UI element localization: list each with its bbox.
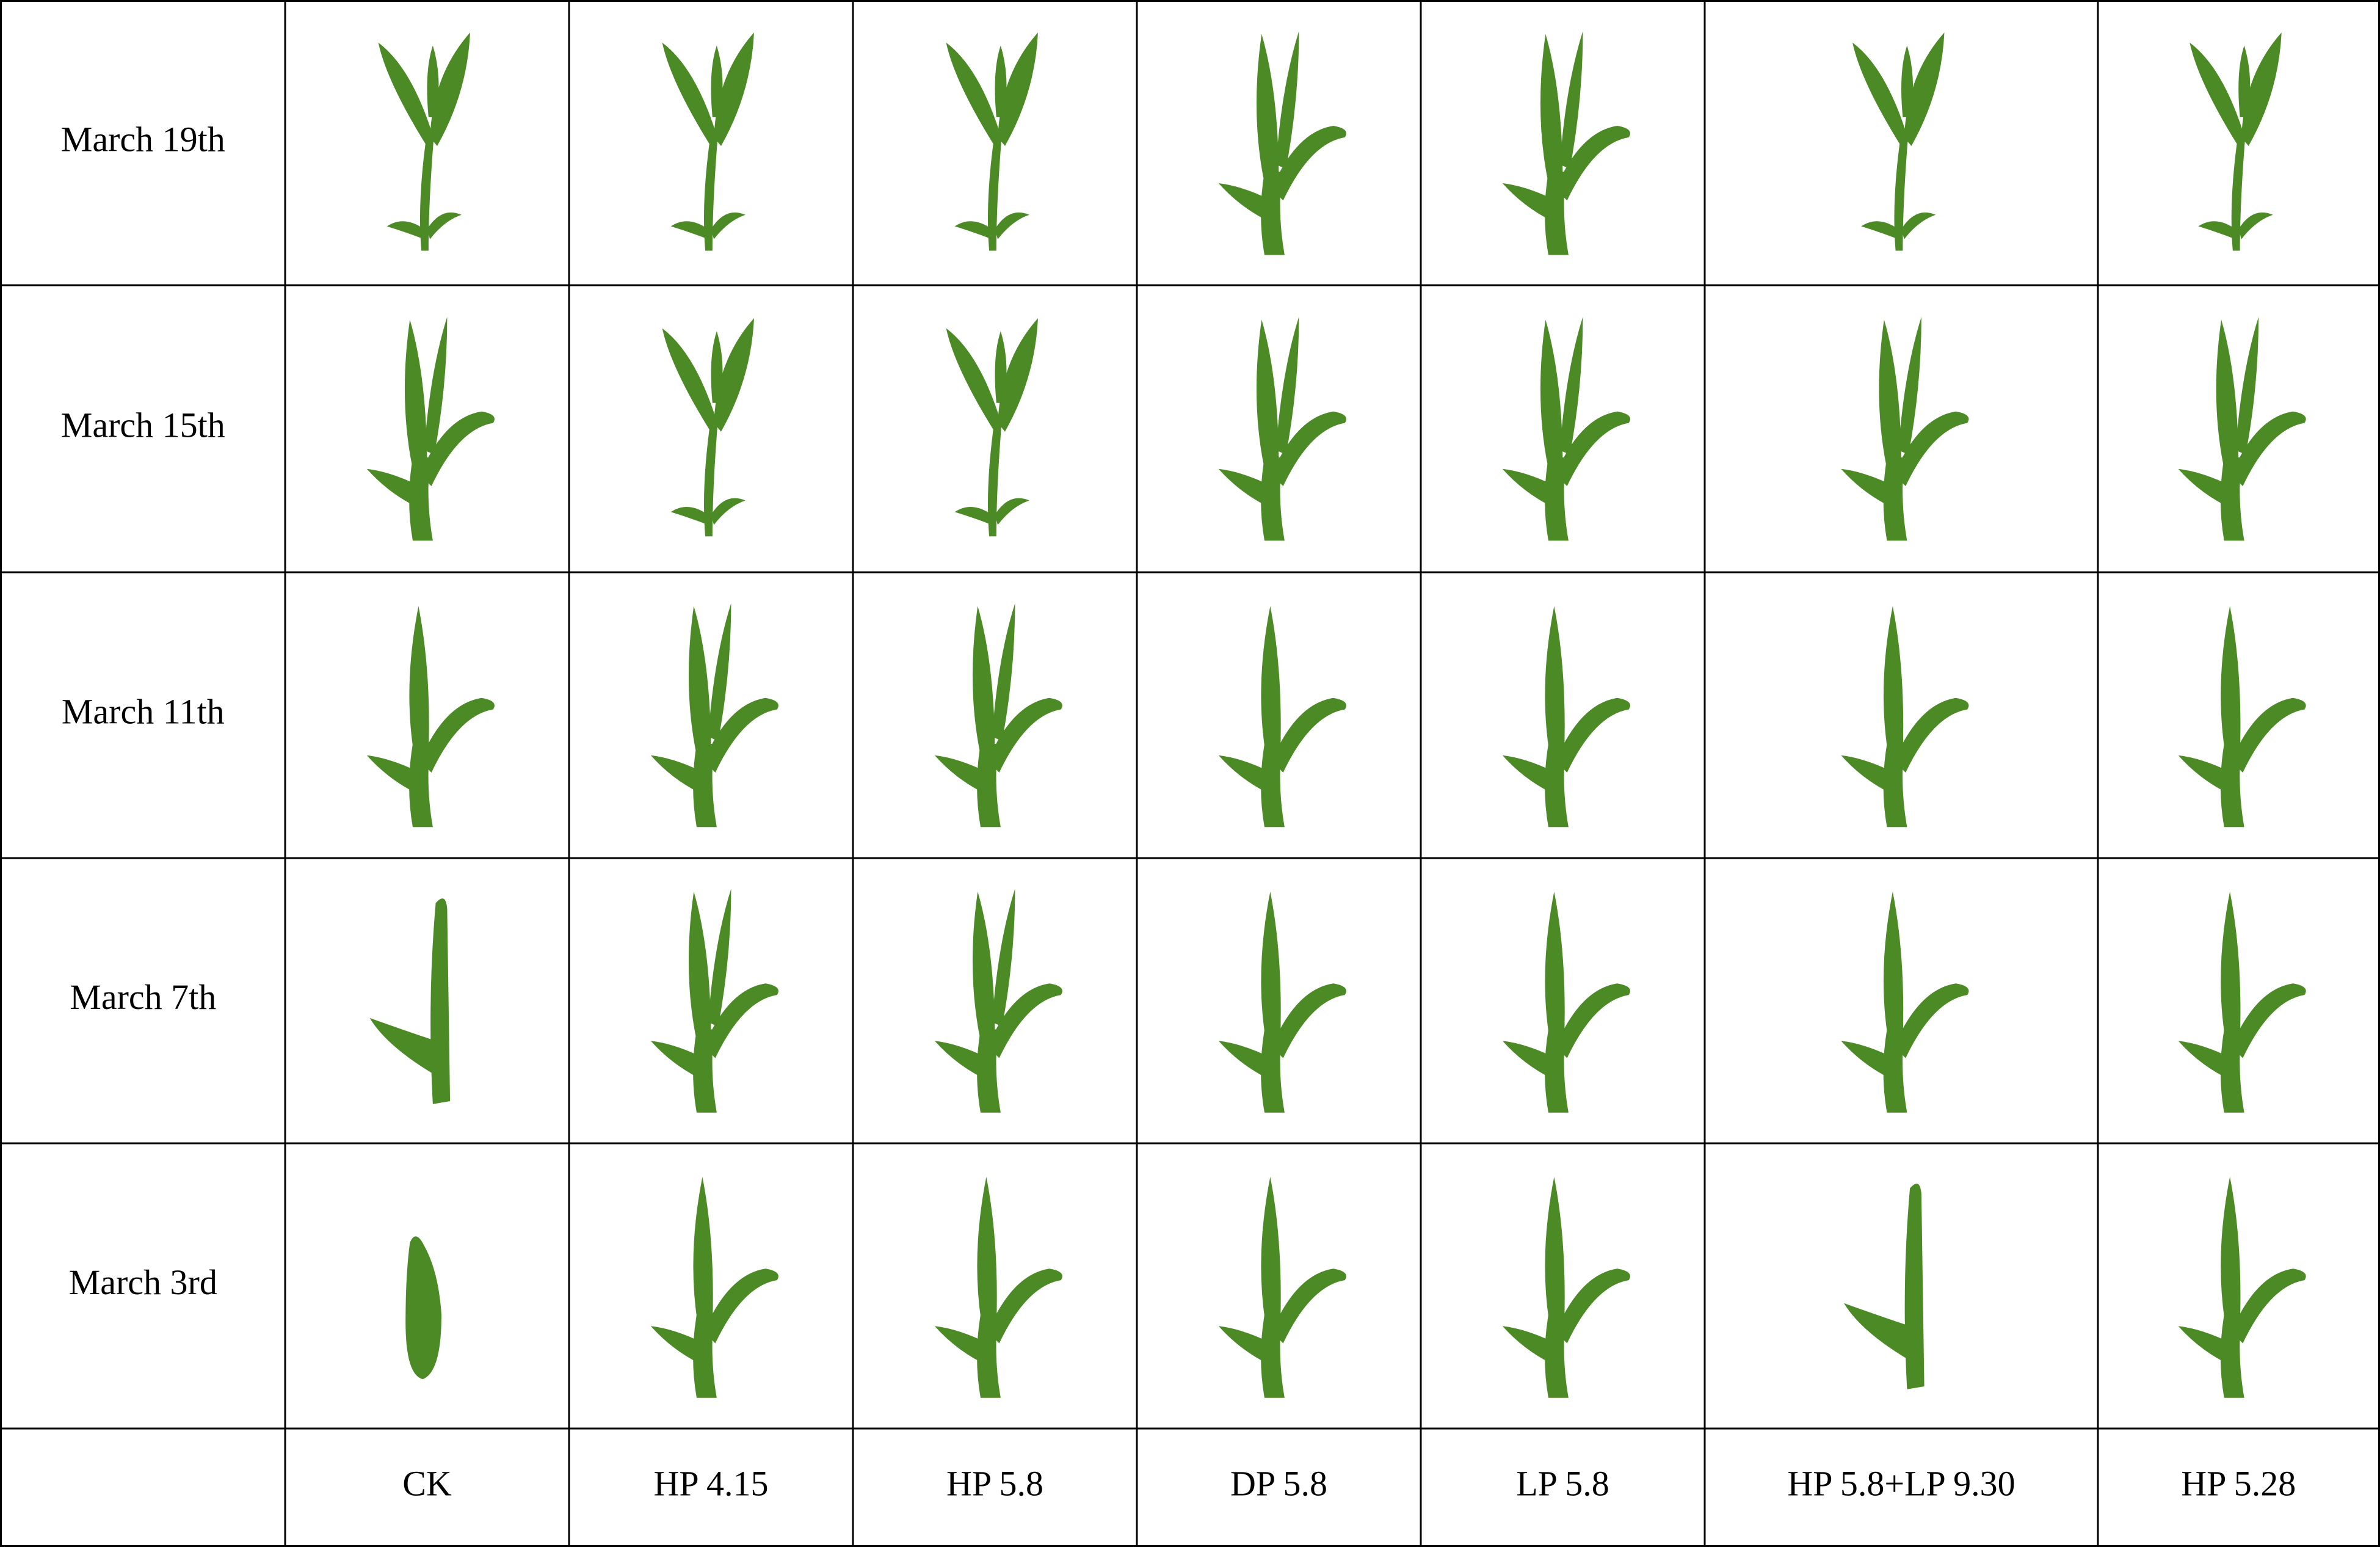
plant-shape (934, 889, 1062, 1113)
plant-illustration (1502, 891, 1630, 1113)
plant-shape (662, 32, 754, 251)
plant-shape (662, 318, 754, 537)
plant-illustration (2178, 891, 2306, 1113)
plant-illustration (378, 32, 470, 251)
column-label: HP 5.8+LP 9.30 (1787, 1464, 2015, 1504)
plant-shape (1218, 891, 1346, 1113)
plant-illustration (405, 1236, 441, 1380)
row-label: March 15th (61, 405, 225, 445)
plant-illustration (946, 318, 1038, 537)
plant-illustration (934, 1176, 1062, 1398)
plant-shape (1502, 1176, 1630, 1398)
plant-illustration (1218, 891, 1346, 1113)
plant-shape (2178, 891, 2306, 1113)
plant-shape (2190, 32, 2282, 251)
plant-shape (1218, 1176, 1346, 1398)
row-label: March 3rd (69, 1262, 217, 1302)
plant-illustration (662, 32, 754, 251)
plant-shape (1218, 606, 1346, 828)
plant-illustration (1841, 606, 1969, 828)
row-label: March 7th (70, 977, 216, 1017)
plant-shape (1218, 316, 1346, 541)
plant-illustration (662, 318, 754, 537)
plant-shape (1502, 891, 1630, 1113)
plant-illustration (650, 1176, 778, 1398)
plant-shape (946, 318, 1038, 537)
plant-shape (366, 606, 495, 828)
plant-shape (650, 889, 778, 1113)
plant-shape (946, 32, 1038, 251)
plant-illustration (366, 316, 495, 541)
column-label: DP 5.8 (1230, 1464, 1327, 1504)
plant-illustration (1844, 1184, 1925, 1389)
plant-illustration (934, 603, 1062, 828)
plant-shape (934, 603, 1062, 828)
plant-shape (405, 1236, 441, 1380)
plant-illustration (1502, 31, 1630, 255)
plant-shape (650, 603, 778, 828)
plant-illustration (1218, 606, 1346, 828)
plant-illustration (1218, 31, 1346, 255)
column-label: LP 5.8 (1516, 1464, 1609, 1504)
plant-illustration (650, 603, 778, 828)
plant-shape (1852, 32, 1945, 251)
plant-shape (1502, 31, 1630, 255)
column-label: HP 5.28 (2181, 1464, 2296, 1504)
plant-illustration (934, 889, 1062, 1113)
plant-shape (2178, 1176, 2306, 1398)
plant-illustration (1502, 316, 1630, 541)
plant-illustration (1218, 316, 1346, 541)
plant-illustration (1502, 606, 1630, 828)
plant-illustration (2178, 1176, 2306, 1398)
plant-illustration (650, 889, 778, 1113)
plant-shape (2178, 606, 2306, 828)
row-label: March 11th (62, 691, 225, 731)
plant-shape (378, 32, 470, 251)
plant-illustration (1841, 316, 1969, 541)
plant-shape (366, 316, 495, 541)
plant-shape (1841, 891, 1969, 1113)
plant-illustration (2178, 316, 2306, 541)
plant-illustration (1841, 891, 1969, 1113)
plant-shape (1844, 1184, 1925, 1389)
plant-illustration (946, 32, 1038, 251)
plant-shape (2178, 316, 2306, 541)
column-label: CK (402, 1464, 452, 1504)
plant-shape (1502, 606, 1630, 828)
plant-illustration (1502, 1176, 1630, 1398)
plant-shape (1502, 316, 1630, 541)
plant-shape (369, 898, 451, 1104)
column-label: HP 4.15 (654, 1464, 769, 1504)
plant-shape (650, 1176, 778, 1398)
plant-illustration (1852, 32, 1945, 251)
column-label: HP 5.8 (946, 1464, 1043, 1504)
plant-illustration (1218, 1176, 1346, 1398)
plant-shape (1841, 316, 1969, 541)
plant-shape (1841, 606, 1969, 828)
plant-illustration (2190, 32, 2282, 251)
plant-illustration (369, 898, 451, 1104)
plant-shape (934, 1176, 1062, 1398)
plant-illustration (366, 606, 495, 828)
row-label: March 19th (61, 120, 225, 159)
plant-shape (1218, 31, 1346, 255)
plant-illustration (2178, 606, 2306, 828)
